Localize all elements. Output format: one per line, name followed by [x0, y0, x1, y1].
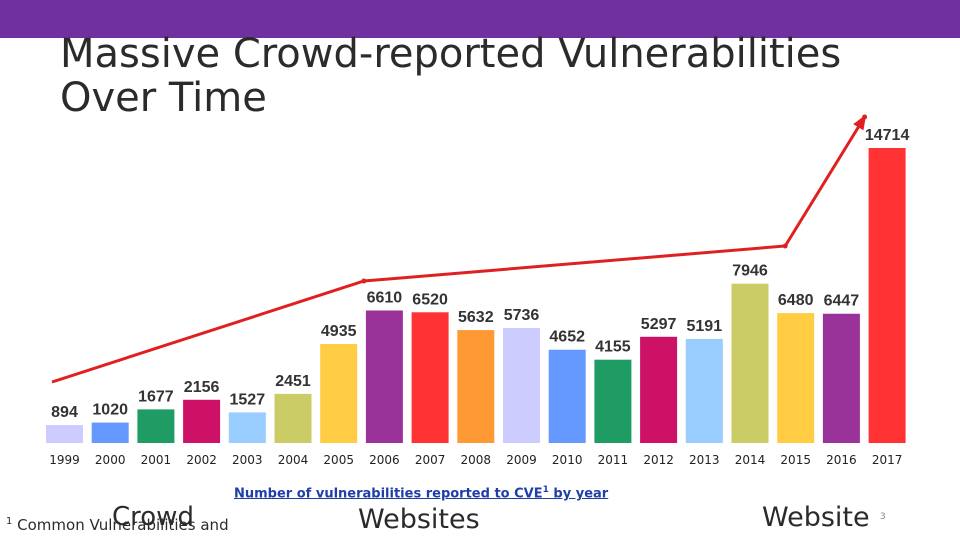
- bar-2006: [365, 310, 403, 443]
- bar-2003: [228, 412, 266, 443]
- bar-2012: [640, 336, 678, 443]
- footnote-text: Common Vulnerabilities and: [12, 516, 229, 534]
- x-tick-2006: 2006: [369, 453, 400, 467]
- slide-title: Massive Crowd-reported Vulnerabilities O…: [60, 32, 841, 120]
- overlay-crowd-text: Crowd: [112, 502, 194, 532]
- title-line-1: Massive Crowd-reported Vulnerabilities: [60, 31, 842, 77]
- bar-2015: [777, 313, 815, 443]
- data-label-2017: 14714: [865, 127, 910, 144]
- trend-arrowhead: [853, 114, 867, 131]
- bar-2008: [457, 330, 495, 443]
- overlay-website-text: Website: [762, 502, 870, 533]
- caption-suffix: by year: [548, 486, 609, 502]
- trend-point-2: [782, 243, 788, 249]
- bar-2004: [274, 393, 312, 443]
- x-tick-2005: 2005: [323, 453, 354, 467]
- title-line-2: Over Time: [60, 75, 267, 121]
- x-tick-2008: 2008: [461, 453, 492, 467]
- x-tick-2016: 2016: [826, 453, 857, 467]
- x-tick-2007: 2007: [415, 453, 446, 467]
- data-label-2004: 2451: [275, 373, 311, 390]
- bar-2010: [548, 349, 586, 443]
- x-tick-2001: 2001: [141, 453, 172, 467]
- data-label-2007: 6520: [412, 291, 448, 308]
- x-tick-2014: 2014: [735, 453, 766, 467]
- bar-2014: [731, 283, 769, 443]
- data-label-2009: 5736: [504, 307, 540, 324]
- x-tick-2002: 2002: [186, 453, 217, 467]
- footnote-marker: 1: [6, 516, 13, 527]
- data-label-2014: 7946: [732, 263, 768, 280]
- x-tick-2004: 2004: [278, 453, 309, 467]
- overlay-websites-text: Websites: [358, 504, 480, 535]
- caption-superscript: 1: [542, 485, 549, 495]
- bar-2001: [137, 409, 175, 443]
- bar-2013: [685, 338, 723, 443]
- data-label-2011: 4155: [595, 339, 631, 356]
- bar-2016: [822, 313, 860, 443]
- bar-2005: [320, 344, 358, 443]
- bar-1999: [46, 425, 83, 443]
- data-label-2001: 1677: [138, 388, 174, 405]
- data-label-2013: 5191: [687, 318, 723, 335]
- bar-2007: [411, 312, 449, 443]
- data-label-2010: 4652: [549, 329, 585, 346]
- data-label-2005: 4935: [321, 323, 357, 340]
- trend-point-1: [361, 278, 367, 284]
- bar-2011: [594, 359, 632, 443]
- data-label-2002: 2156: [184, 379, 220, 396]
- data-label-2012: 5297: [641, 316, 677, 333]
- data-label-2008: 5632: [458, 309, 494, 326]
- bar-2017: [868, 148, 906, 443]
- data-label-2003: 1527: [230, 391, 266, 408]
- data-label-2015: 6480: [778, 292, 814, 309]
- footnote: 1 Common Vulnerabilities and: [6, 516, 229, 534]
- trend-line: [51, 116, 866, 384]
- x-tick-2015: 2015: [780, 453, 811, 467]
- data-label-1999: 894: [51, 404, 78, 421]
- x-tick-1999: 1999: [49, 453, 80, 467]
- x-tick-2000: 2000: [95, 453, 126, 467]
- x-tick-2017: 2017: [872, 453, 903, 467]
- x-tick-2012: 2012: [643, 453, 674, 467]
- x-tick-2010: 2010: [552, 453, 583, 467]
- top-accent-bar: [0, 0, 960, 38]
- chart-caption[interactable]: Number of vulnerabilities reported to CV…: [234, 485, 608, 501]
- x-tick-2003: 2003: [232, 453, 263, 467]
- x-tick-2013: 2013: [689, 453, 720, 467]
- data-label-2006: 6610: [367, 289, 403, 306]
- data-label-2000: 1020: [92, 402, 128, 419]
- caption-text: Number of vulnerabilities reported to CV…: [234, 486, 543, 502]
- bar-2002: [183, 399, 221, 443]
- bar-2009: [503, 327, 540, 443]
- page-number: 3: [880, 512, 886, 522]
- bar-2000: [91, 422, 129, 443]
- x-tick-2009: 2009: [506, 453, 537, 467]
- x-tick-2011: 2011: [598, 453, 629, 467]
- data-label-2016: 6447: [824, 293, 860, 310]
